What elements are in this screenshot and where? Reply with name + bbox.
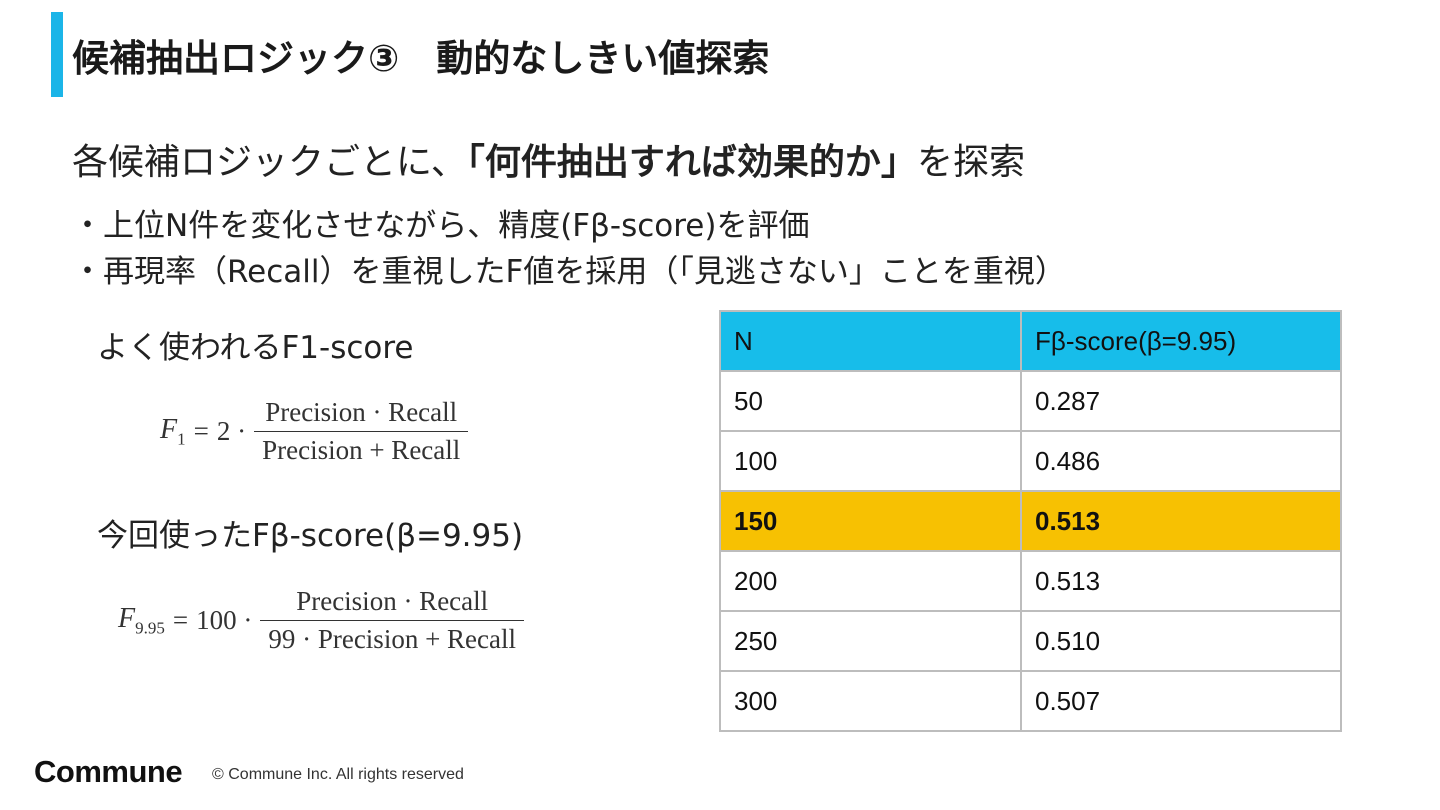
fbeta-coefficient: 100 · [196,605,253,635]
cell-n: 50 [719,370,1022,432]
cell-score: 0.513 [1020,550,1342,612]
table-row-highlighted: 150 0.513 [719,490,1342,552]
fbeta-fraction: Precision · Recall 99 · Precision + Reca… [260,586,525,655]
table-row: 50 0.287 [719,370,1342,432]
page-title: 候補抽出ロジック③ 動的なしきい値探索 [72,37,770,80]
f1-fraction: Precision · Recall Precision + Recall [254,397,469,466]
table-header-row: N Fβ-score(β=9.95) [719,310,1342,372]
cell-score: 0.510 [1020,610,1342,672]
cell-score: 0.486 [1020,430,1342,492]
bullet-list: 上位N件を変化させながら、精度(Fβ-score)を評価 再現率（Recall）… [72,203,1066,295]
f1-lhs: F1 [160,413,186,449]
fbeta-numerator: Precision · Recall [296,586,489,616]
cell-score: 0.513 [1020,490,1342,552]
f1-formula: F1 = 2 · Precision · Recall Precision + … [160,397,469,466]
fbeta-lhs: F9.95 [118,602,165,638]
header-fbeta: Fβ-score(β=9.95) [1020,310,1342,372]
fbeta-formula: F9.95 = 100 · Precision · Recall 99 · Pr… [118,586,525,655]
cell-score: 0.287 [1020,370,1342,432]
table-row: 100 0.486 [719,430,1342,492]
f1-label: よく使われるF1-score [97,330,414,366]
lead-emphasis: 「何件抽出すれば効果的か」 [466,142,917,183]
cell-n: 200 [719,550,1022,612]
bullet-item: 再現率（Recall）を重視したF値を採用（「見逃さない」ことを重視） [72,249,1066,295]
lead-suffix: を探索 [916,142,1025,183]
lead-prefix: 各候補ロジックごとに、 [72,142,467,183]
company-logo: Commune [34,754,183,789]
cell-n: 150 [719,490,1022,552]
fbeta-denominator: 99 · Precision + Recall [260,620,525,655]
table-row: 200 0.513 [719,550,1342,612]
bullet-item: 上位N件を変化させながら、精度(Fβ-score)を評価 [72,203,1066,249]
fbeta-equals: = [172,605,189,635]
cell-score: 0.507 [1020,670,1342,732]
f1-numerator: Precision · Recall [265,397,458,427]
header-n: N [719,310,1022,372]
f1-coefficient: 2 · [216,416,247,446]
table-row: 300 0.507 [719,670,1342,732]
score-table: N Fβ-score(β=9.95) 50 0.287 100 0.486 15… [719,310,1342,732]
lead-text: 各候補ロジックごとに、「何件抽出すれば効果的か」を探索 [72,133,1025,185]
cell-n: 250 [719,610,1022,672]
f1-equals: = [193,416,209,446]
copyright-text: © Commune Inc. All rights reserved [212,766,464,783]
fbeta-label: 今回使ったFβ-score(β=9.95) [97,518,524,554]
table-row: 250 0.510 [719,610,1342,672]
title-accent-bar [51,12,63,97]
f1-denominator: Precision + Recall [254,431,469,466]
cell-n: 100 [719,430,1022,492]
cell-n: 300 [719,670,1022,732]
